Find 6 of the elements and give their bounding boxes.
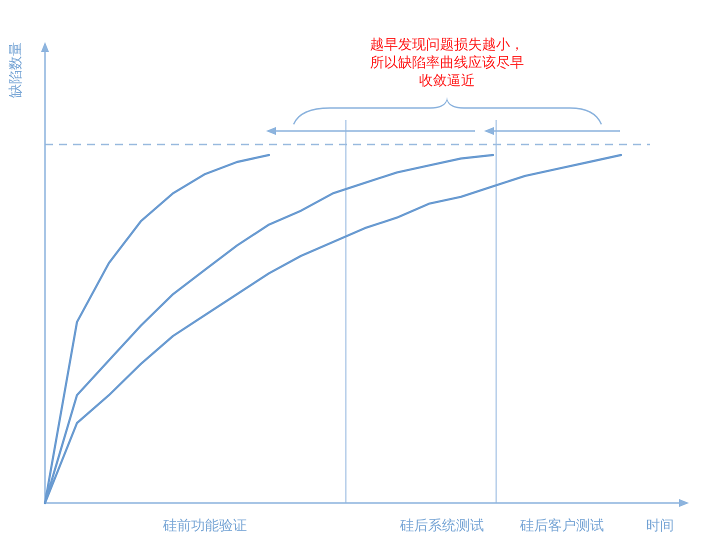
text: 硅前功能验证 (162, 518, 247, 534)
y-axis-title: 缺陷数量 (8, 42, 24, 98)
text: 越早发现问题损失越小，所以缺陷率曲线应该尽早收敛逼近 (369, 36, 525, 90)
text: 硅后客户测试 (519, 518, 604, 534)
x-axis-title: 时间 (646, 518, 674, 534)
text: 硅后系统测试 (399, 518, 484, 534)
